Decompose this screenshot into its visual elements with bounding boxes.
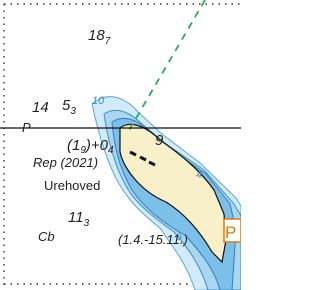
- period-label: (1.4.-15.11.): [118, 232, 188, 247]
- depth-sub: 3: [70, 106, 76, 117]
- bottom-type: Cb: [38, 229, 55, 244]
- sounding: 9: [155, 132, 164, 149]
- green-leading-line: [128, 0, 205, 132]
- depth-sub: 3: [84, 218, 90, 229]
- depth: 18: [88, 27, 105, 44]
- sounding: 14: [32, 99, 49, 116]
- report-label: Rep (2021): [33, 155, 98, 170]
- contour-label: 10: [92, 95, 105, 107]
- depth: 11: [68, 209, 84, 226]
- line-label: P: [22, 120, 31, 135]
- sounding: 113: [68, 209, 90, 229]
- parking-label: P: [225, 223, 236, 242]
- depth-sub: 7: [105, 36, 111, 47]
- nautical-chart: 187 14 53 113 9 10 4 6 P (19)+04 Rep (20…: [0, 0, 241, 290]
- sounding: 187: [88, 27, 111, 47]
- drying-height: (19)+04: [67, 137, 114, 156]
- drying-sub: 4: [108, 145, 114, 156]
- drying-part: )+0: [84, 137, 109, 154]
- sounding: 53: [62, 97, 76, 117]
- drying-part: (1: [67, 137, 80, 154]
- contour-label: 4: [196, 169, 202, 181]
- place-name: Urehoved: [44, 178, 100, 193]
